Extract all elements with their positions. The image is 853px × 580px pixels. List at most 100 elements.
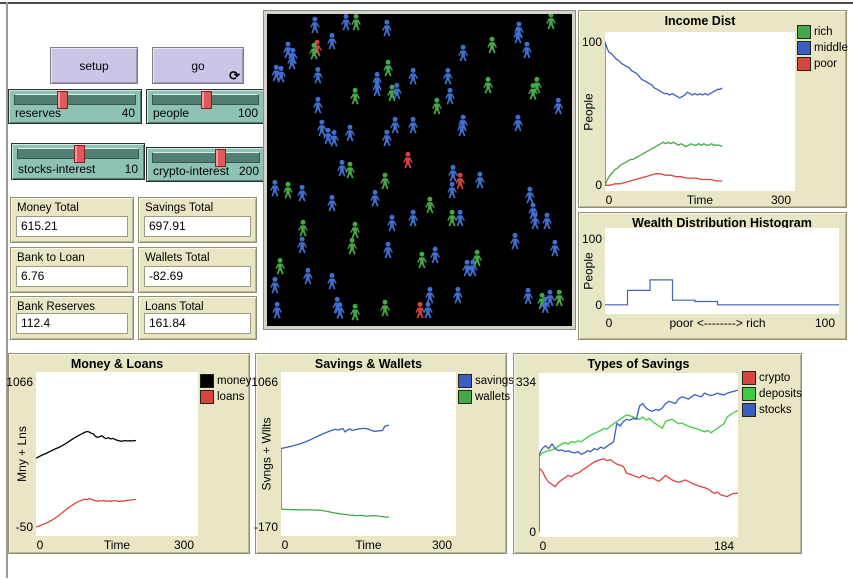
person-agent	[382, 19, 392, 37]
person-agent	[525, 186, 535, 204]
plot-legend: rich middle poor	[797, 25, 848, 73]
legend-label: money	[217, 375, 252, 387]
person-agent	[475, 171, 485, 189]
x-tick-label: 0	[539, 539, 547, 553]
person-agent	[554, 289, 565, 307]
person-agent	[345, 161, 355, 179]
go-button-label: go	[191, 58, 205, 73]
person-agent	[483, 76, 493, 94]
monitor-label: Bank to Loan	[17, 252, 85, 264]
y-axis-label: People	[582, 92, 596, 131]
y-tick-label: -170	[253, 520, 278, 535]
x-tick-label: 0	[605, 193, 613, 207]
person-agent	[297, 236, 307, 254]
legend-item: rich	[797, 25, 848, 39]
x-tick-label: 300	[431, 538, 453, 552]
slider-value: 10	[124, 162, 138, 176]
plot-money-loans: Money & Loans Mny + Lns money loans 1066 -…	[6, 353, 252, 554]
slider-track[interactable]	[152, 149, 260, 167]
legend-swatch-icon	[200, 374, 214, 388]
slider-handle[interactable]	[215, 149, 226, 167]
y-axis-label: Mny + Lns	[15, 426, 30, 482]
world-view[interactable]	[263, 10, 576, 330]
slider-track[interactable]	[14, 91, 136, 109]
person-agent	[380, 299, 390, 317]
legend-item: crypto	[742, 371, 802, 385]
legend-label: wallets	[475, 391, 511, 403]
person-agent	[383, 59, 393, 77]
plot-types-of-savings: Types of Savings crypto deposits stocks 33…	[513, 353, 802, 554]
monitor-value: -82.69	[144, 266, 251, 287]
person-agent	[408, 209, 418, 227]
y-tick-label: 100	[581, 35, 602, 50]
monitor-bank-to-loan: Bank to Loan 6.76	[10, 247, 134, 293]
slider-handle[interactable]	[57, 91, 68, 109]
person-agent	[513, 114, 523, 132]
legend-swatch-icon	[742, 371, 756, 385]
monitor-label: Money Total	[17, 202, 79, 214]
person-agent	[550, 239, 560, 257]
setup-button-label: setup	[79, 58, 109, 73]
person-agent	[425, 286, 435, 304]
world-canvas[interactable]	[267, 12, 572, 326]
legend-label: poor	[814, 58, 838, 70]
x-tick-label: 100	[814, 316, 836, 330]
legend-item: savings	[458, 374, 514, 388]
legend-item: loans	[200, 390, 252, 404]
monitor-money-total: Money Total 615.21	[10, 197, 134, 243]
x-tick-label: Time	[355, 538, 382, 552]
y-tick-label: 0	[595, 178, 602, 193]
slider-label: crypto-interest	[153, 164, 230, 178]
x-tick-label: poor <--------> rich	[669, 316, 766, 330]
person-agent	[380, 172, 390, 190]
plot-title: Money & Loans	[70, 357, 164, 371]
person-agent	[443, 67, 453, 85]
monitor-label: Loans Total	[145, 301, 204, 313]
reserves-slider[interactable]: reserves 40	[8, 89, 142, 124]
people-slider[interactable]: people 100	[146, 89, 265, 124]
monitor-value: 161.84	[144, 313, 251, 334]
person-agent	[327, 272, 337, 290]
legend-label: crypto	[759, 372, 791, 384]
person-agent	[329, 130, 339, 147]
person-agent	[445, 87, 455, 105]
slider-value: 40	[121, 106, 135, 120]
person-agent	[383, 241, 393, 259]
monitor-bank-reserves: Bank Reserves 112.4	[10, 296, 134, 340]
crypto-interest-slider[interactable]: crypto-interest 200	[146, 147, 266, 182]
x-tick-label: 300	[173, 538, 195, 552]
person-agent	[313, 67, 323, 84]
monitor-loans-total: Loans Total 161.84	[138, 296, 257, 340]
go-button[interactable]: go ⟳	[152, 47, 244, 84]
y-tick-label: 0	[595, 297, 602, 312]
y-tick-label: 334	[515, 374, 536, 389]
plot-legend: money loans	[200, 374, 252, 406]
person-agent	[553, 97, 564, 115]
slider-label: stocks-interest	[18, 162, 96, 176]
monitor-label: Bank Reserves	[17, 301, 95, 313]
y-tick-label: -50	[15, 520, 33, 535]
slider-handle[interactable]	[201, 91, 212, 109]
slider-handle[interactable]	[74, 145, 85, 163]
monitor-value: 615.21	[16, 216, 128, 237]
person-agent	[303, 267, 313, 285]
plot-legend: savings wallets	[458, 374, 514, 406]
person-agent	[350, 221, 360, 239]
stocks-interest-slider[interactable]: stocks-interest 10	[11, 143, 145, 180]
person-agent	[382, 129, 392, 147]
legend-item: middle	[797, 41, 848, 55]
person-agent	[542, 212, 552, 230]
person-agent	[448, 164, 458, 182]
slider-track[interactable]	[17, 145, 139, 163]
series-stocks	[538, 389, 739, 533]
person-agent	[283, 181, 293, 199]
window-left-border	[6, 2, 8, 578]
plot-area	[604, 32, 795, 191]
person-agent	[337, 159, 347, 177]
person-agent	[345, 124, 355, 142]
slider-track[interactable]	[152, 91, 259, 109]
setup-button[interactable]: setup	[50, 47, 138, 84]
person-agent	[270, 276, 280, 294]
person-agent	[430, 246, 440, 264]
x-tick-label: 300	[770, 193, 792, 207]
